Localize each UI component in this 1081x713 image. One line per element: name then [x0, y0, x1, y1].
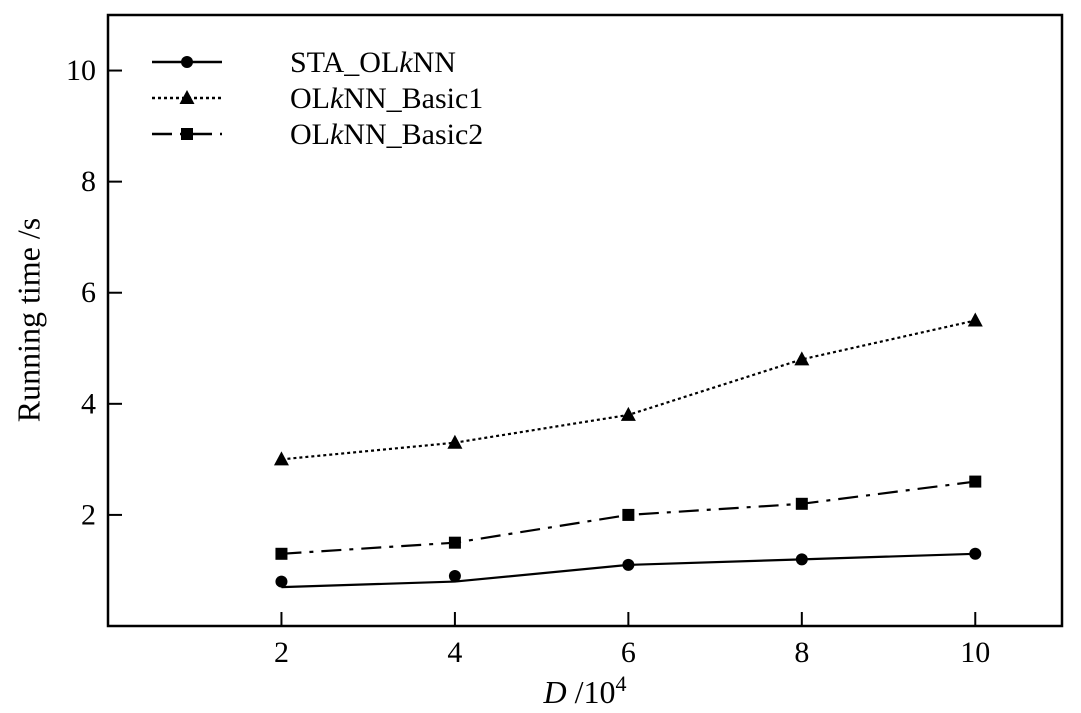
legend-marker-1 [181, 56, 193, 68]
y-tick-label-2: 2 [81, 498, 96, 531]
y-tick-label-4: 4 [81, 387, 96, 420]
series-3-point-5 [969, 475, 982, 488]
x-tick-label-2: 2 [274, 636, 289, 669]
series-1-point-5 [969, 547, 982, 560]
y-axis: 2 4 6 8 10 [66, 54, 122, 531]
y-axis-label: Running time /s [10, 218, 46, 422]
x-tick-label-6: 6 [621, 636, 636, 669]
series-2-point-1 [273, 451, 289, 466]
legend-label-1: STA_OLkNN [290, 46, 456, 79]
x-axis-label-exponent: 4 [616, 671, 627, 696]
series-1-point-3 [622, 558, 635, 571]
legend-marker-2 [179, 90, 195, 104]
series-3 [275, 475, 982, 560]
legend-label-3: OLkNN_Basic2 [290, 118, 483, 151]
series-3-point-4 [795, 497, 808, 510]
series-1-point-1 [275, 575, 288, 588]
x-axis-label-variable: D [543, 674, 567, 710]
series-3-point-3 [622, 508, 635, 521]
y-tick-label-6: 6 [81, 276, 96, 309]
series-2 [273, 312, 983, 466]
x-tick-label-10: 10 [960, 636, 990, 669]
legend-label-2: OLkNN_Basic1 [290, 82, 483, 115]
series-2-point-4 [794, 351, 810, 366]
x-axis-label-unit: /10 [567, 674, 616, 710]
series-2-point-5 [967, 312, 983, 327]
series-1 [275, 547, 982, 589]
legend-marker-3 [181, 128, 193, 140]
x-tick-label-4: 4 [447, 636, 462, 669]
x-tick-label-8: 8 [794, 636, 809, 669]
y-tick-label-8: 8 [81, 165, 96, 198]
y-tick-label-10: 10 [66, 54, 96, 87]
series-2-line [281, 319, 976, 461]
series-1-point-2 [448, 570, 461, 583]
series-2-point-3 [620, 406, 636, 421]
x-axis-label: D /104 [543, 671, 627, 710]
series-3-point-2 [448, 536, 461, 549]
series-2-point-2 [447, 434, 463, 449]
x-axis: 2 4 6 8 10 [274, 612, 990, 669]
plot-frame [106, 13, 1064, 628]
series-layer [273, 312, 983, 589]
series-3-point-1 [275, 547, 288, 560]
series-1-point-4 [795, 553, 808, 566]
